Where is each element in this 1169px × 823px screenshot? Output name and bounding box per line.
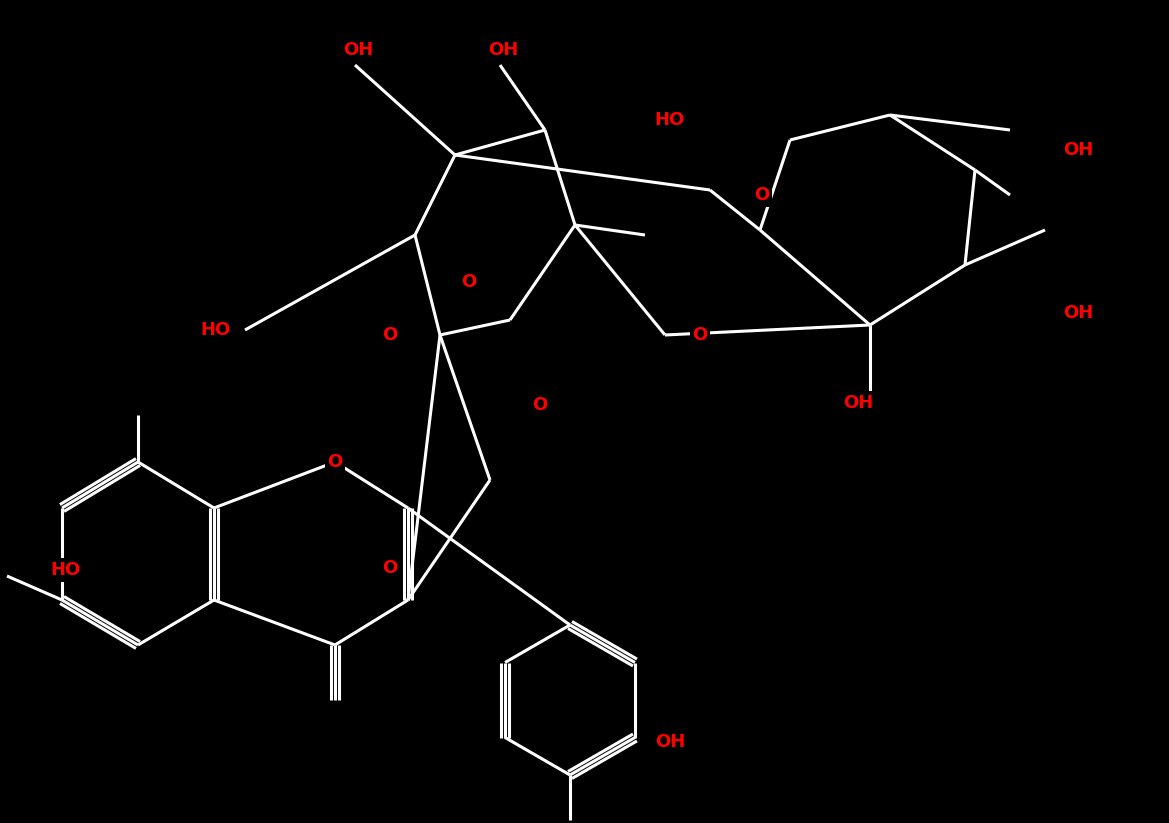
Text: OH: OH (343, 41, 373, 59)
Text: HO: HO (655, 111, 685, 129)
Text: O: O (327, 453, 343, 471)
Text: HO: HO (50, 561, 81, 579)
Text: O: O (462, 273, 477, 291)
Text: O: O (382, 559, 397, 577)
Text: OH: OH (843, 394, 873, 412)
Text: O: O (692, 326, 707, 344)
Text: HO: HO (200, 321, 230, 339)
Text: HO: HO (50, 561, 81, 579)
Text: O: O (382, 326, 397, 344)
Text: OH: OH (655, 733, 685, 751)
Text: O: O (754, 186, 769, 204)
Text: OH: OH (1063, 304, 1093, 322)
Text: OH: OH (1063, 141, 1093, 159)
Text: O: O (532, 396, 547, 414)
Text: OH: OH (487, 41, 518, 59)
